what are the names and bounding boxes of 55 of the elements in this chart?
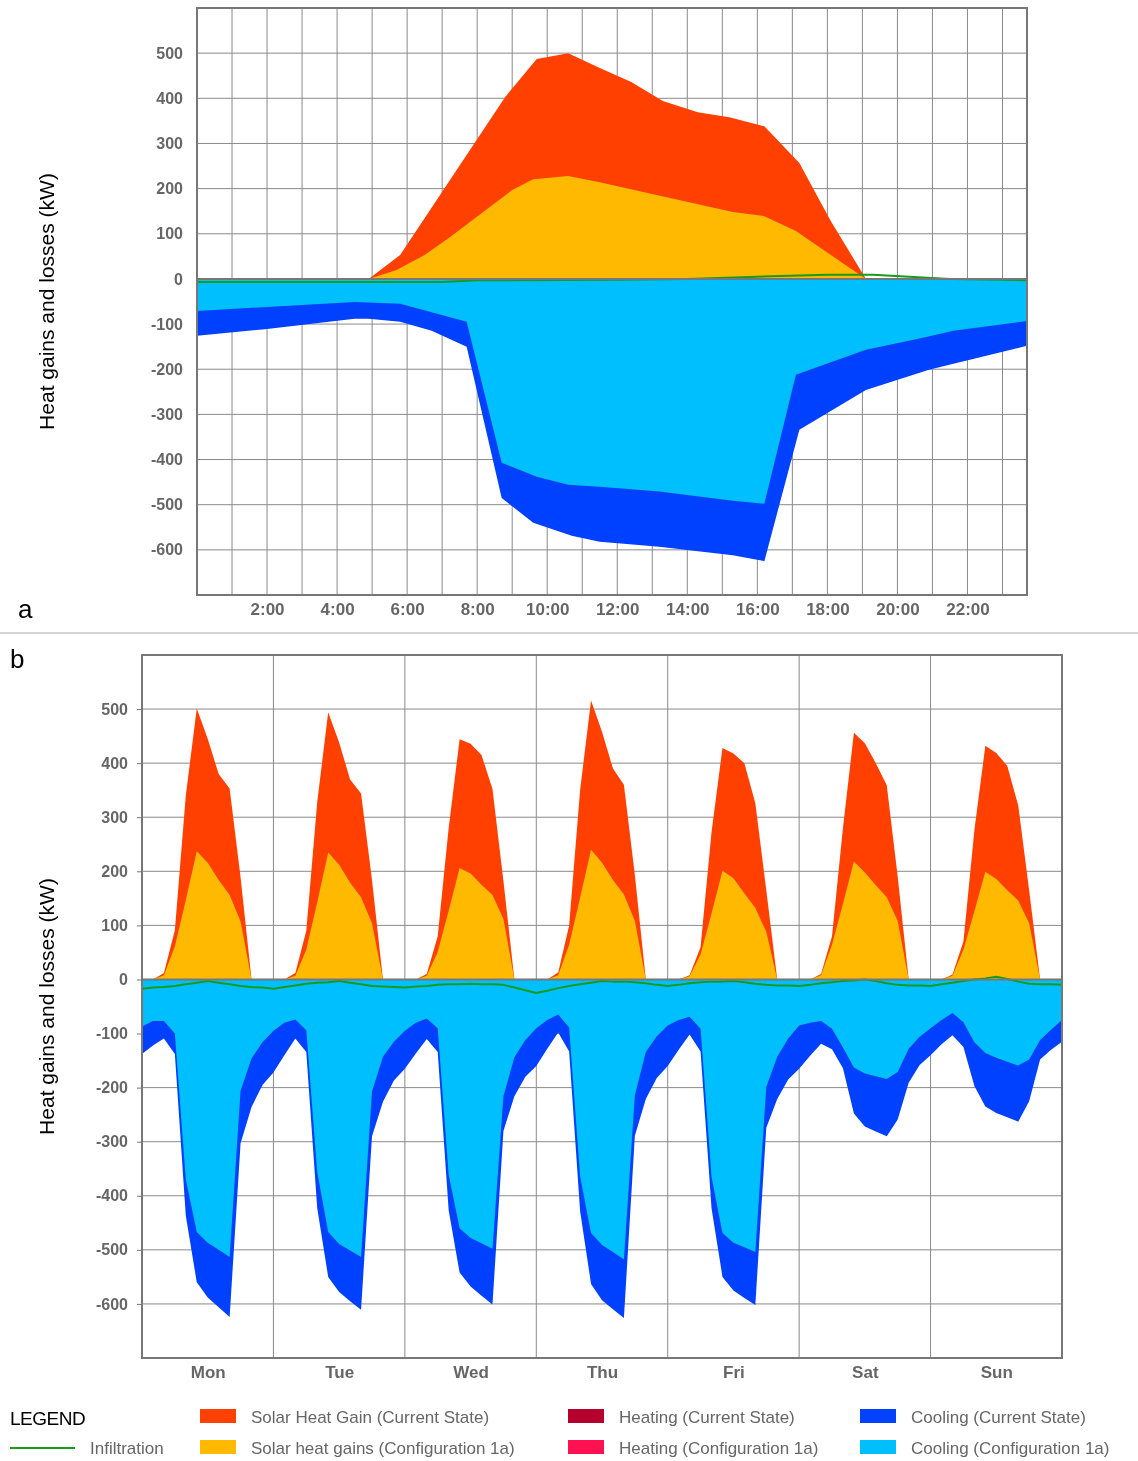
y-tick-label: -500 — [95, 1241, 129, 1259]
x-tick-label: 22:00 — [946, 600, 990, 620]
legend-label: Solar Heat Gain (Current State) — [251, 1408, 490, 1427]
x-tick-label: 16:00 — [736, 600, 780, 620]
y-tick-label: 0 — [119, 971, 129, 989]
legend-label: Solar heat gains (Configuration 1a) — [251, 1439, 515, 1458]
y-tick-label: 500 — [156, 44, 184, 62]
legend-label: Heating (Configuration 1a) — [619, 1439, 819, 1458]
y-tick-label: -300 — [150, 406, 184, 423]
x-tick-label: Wed — [453, 1363, 489, 1383]
y-tick-label: -400 — [150, 451, 184, 469]
x-tick-label: 18:00 — [806, 600, 850, 620]
legend-label: Cooling (Current State) — [911, 1408, 1086, 1427]
text: a — [18, 594, 33, 624]
x-tick-label: Sun — [980, 1363, 1013, 1383]
y-tick-label: 400 — [101, 754, 129, 772]
y-tick-label: 400 — [156, 89, 184, 107]
x-tick-label: 20:00 — [876, 600, 920, 620]
y-tick-label: 100 — [101, 917, 129, 934]
x-tick-label: Fri — [723, 1363, 745, 1383]
x-tick-label: Mon — [190, 1363, 226, 1383]
y-tick-label: -600 — [150, 541, 184, 559]
x-tick-label: Sat — [852, 1363, 879, 1383]
y-tick-label: -500 — [150, 496, 184, 514]
x-tick-label: 14:00 — [666, 600, 710, 620]
y-tick-label: 0 — [174, 270, 184, 288]
y-tick-label: -200 — [150, 360, 184, 378]
y-tick-label: 200 — [101, 862, 129, 880]
legend-title: LEGEND — [10, 1408, 86, 1429]
legend-label: Infiltration — [90, 1439, 164, 1458]
y-tick-label: -300 — [95, 1133, 129, 1151]
x-tick-label: 10:00 — [525, 600, 570, 620]
y-tick-label: -600 — [95, 1295, 129, 1313]
y-tick-label: -200 — [95, 1079, 129, 1097]
legend-label: Cooling (Configuration 1a) — [911, 1439, 1110, 1458]
x-tick-label: Thu — [586, 1363, 619, 1383]
legend-label: Heating (Current State) — [619, 1408, 795, 1427]
y-tick-label: 500 — [101, 700, 129, 718]
x-tick-label: Tue — [325, 1363, 355, 1383]
y-tick-label: -100 — [150, 315, 184, 333]
x-tick-label: 8:00 — [460, 600, 495, 620]
y-tick-label: -100 — [95, 1025, 129, 1043]
x-tick-label: 12:00 — [596, 600, 640, 620]
text: b — [10, 644, 25, 674]
y-tick-label: 300 — [156, 135, 184, 153]
y-tick-label: -400 — [95, 1187, 129, 1205]
x-tick-label: 4:00 — [320, 600, 355, 620]
y-axis-title: Heat gains and losses (kW) — [35, 878, 58, 1135]
y-tick-label: 300 — [101, 808, 129, 826]
line-series — [196, 273, 1028, 284]
y-axis-title: Heat gains and losses (kW) — [35, 173, 58, 430]
x-tick-label: 6:00 — [390, 600, 425, 620]
y-tick-label: 200 — [156, 180, 184, 198]
y-tick-label: 100 — [156, 225, 184, 243]
x-tick-label: 2:00 — [250, 600, 285, 620]
